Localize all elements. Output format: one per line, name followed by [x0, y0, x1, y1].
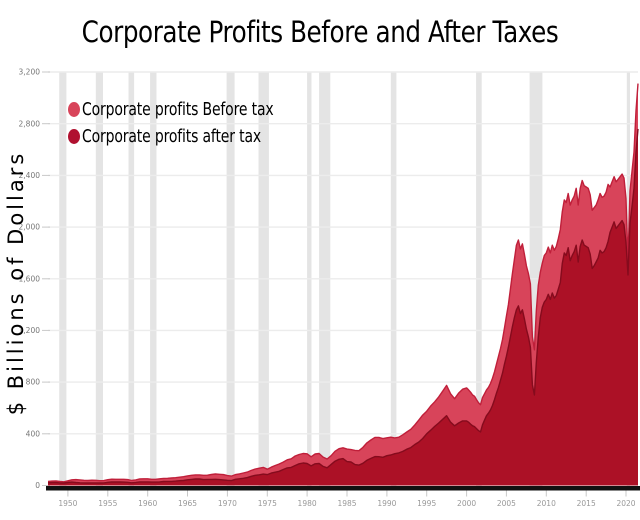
- x-tick-label: 2005: [497, 499, 516, 508]
- y-tick-label: 400: [26, 429, 41, 438]
- x-tick-label: 1995: [417, 499, 436, 508]
- legend-marker-before-tax-icon: [68, 102, 80, 117]
- x-tick-label: 2000: [457, 499, 476, 508]
- y-tick-label: 3,200: [19, 68, 41, 77]
- x-tick-label: 1980: [298, 499, 317, 508]
- legend-label-after-tax: Corporate profits after tax: [82, 126, 261, 147]
- x-tick-label: 1950: [58, 499, 77, 508]
- y-tick-label: 1,200: [19, 326, 41, 335]
- y-tick-label: 800: [26, 378, 41, 387]
- chart-title: Corporate Profits Before and After Taxes: [81, 15, 559, 49]
- x-tick-label: 1975: [258, 499, 277, 508]
- x-tick-label: 2020: [616, 499, 635, 508]
- legend-marker-after-tax-icon: [68, 129, 80, 144]
- legend-label-before-tax: Corporate profits Before tax: [82, 99, 274, 120]
- x-tick-label: 1960: [138, 499, 157, 508]
- y-axis-title: $ Billions of Dollars: [4, 150, 28, 416]
- after-tax-area: [48, 128, 638, 486]
- x-tick-label: 1990: [377, 499, 396, 508]
- before-tax-line: [47, 83, 639, 483]
- y-tick-label: 1,600: [19, 274, 41, 283]
- x-tick-label: 1955: [98, 499, 117, 508]
- x-tick-label: 1970: [218, 499, 237, 508]
- x-tick-label: 2015: [577, 499, 596, 508]
- legend: Corporate profits Before tax Corporate p…: [68, 96, 321, 150]
- x-tick-label: 1965: [178, 499, 197, 508]
- x-axis-line: [46, 486, 640, 491]
- x-tick-label: 1985: [337, 499, 356, 508]
- y-tick-label: 0: [35, 481, 40, 490]
- x-tick-label: 2010: [537, 499, 556, 508]
- y-tick-label: 2,800: [19, 119, 41, 128]
- y-tick-label: 2,000: [19, 223, 41, 232]
- after-tax-line: [47, 128, 639, 484]
- legend-item-after-tax: Corporate profits after tax: [68, 123, 321, 150]
- y-tick-label: 2,400: [19, 171, 41, 180]
- before-tax-area: [48, 83, 638, 486]
- legend-item-before-tax: Corporate profits Before tax: [68, 96, 321, 123]
